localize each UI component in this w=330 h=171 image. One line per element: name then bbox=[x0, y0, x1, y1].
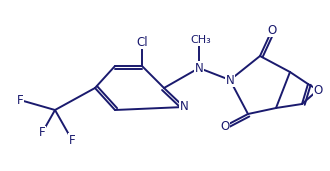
Text: N: N bbox=[180, 101, 188, 114]
Text: N: N bbox=[226, 74, 234, 87]
Text: F: F bbox=[39, 127, 45, 140]
Text: O: O bbox=[220, 120, 230, 133]
Text: O: O bbox=[267, 23, 277, 36]
Text: N: N bbox=[195, 62, 203, 75]
Text: O: O bbox=[314, 83, 323, 96]
Text: Cl: Cl bbox=[136, 36, 148, 49]
Text: CH₃: CH₃ bbox=[191, 35, 212, 45]
Text: F: F bbox=[69, 134, 75, 147]
Text: F: F bbox=[17, 94, 23, 107]
